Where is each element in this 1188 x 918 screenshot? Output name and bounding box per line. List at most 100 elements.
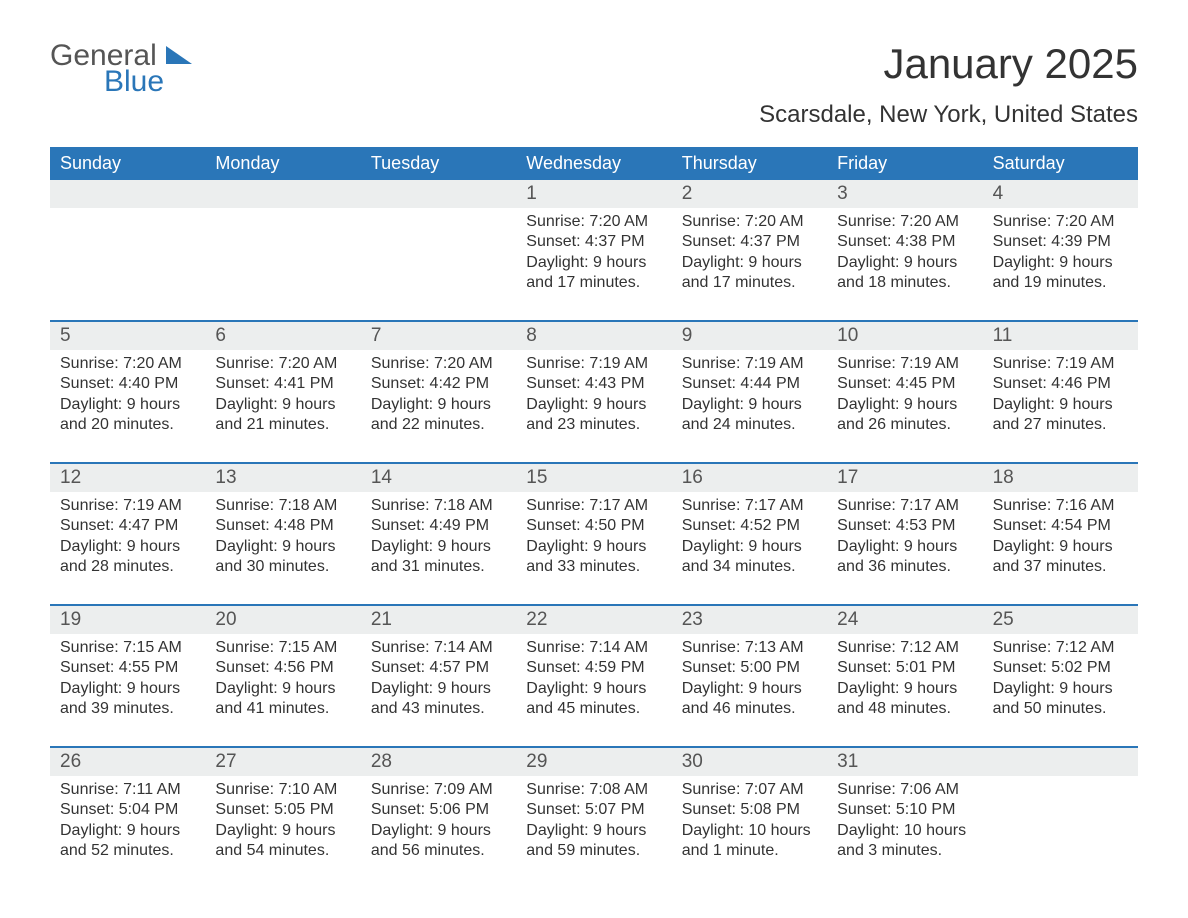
daylight-line: Daylight: 9 hours and 24 minutes. bbox=[682, 395, 817, 436]
sunrise-line: Sunrise: 7:15 AM bbox=[215, 638, 350, 658]
week-row: 12131415161718Sunrise: 7:19 AMSunset: 4:… bbox=[50, 462, 1138, 590]
daylight-line: Daylight: 10 hours and 3 minutes. bbox=[837, 821, 972, 862]
day-number: 3 bbox=[827, 180, 982, 208]
weekday-header: Tuesday bbox=[361, 147, 516, 180]
week-row: 567891011Sunrise: 7:20 AMSunset: 4:40 PM… bbox=[50, 320, 1138, 448]
sunset-line: Sunset: 4:37 PM bbox=[526, 232, 661, 252]
day-number: 31 bbox=[827, 748, 982, 776]
day-number: 15 bbox=[516, 464, 671, 492]
sunset-line: Sunset: 4:38 PM bbox=[837, 232, 972, 252]
sunrise-line: Sunrise: 7:07 AM bbox=[682, 780, 817, 800]
sunset-line: Sunset: 5:07 PM bbox=[526, 800, 661, 820]
week-row: 1234Sunrise: 7:20 AMSunset: 4:37 PMDayli… bbox=[50, 180, 1138, 306]
sunset-line: Sunset: 4:42 PM bbox=[371, 374, 506, 394]
day-number: 14 bbox=[361, 464, 516, 492]
day-cell: Sunrise: 7:19 AMSunset: 4:45 PMDaylight:… bbox=[827, 350, 982, 448]
sunrise-line: Sunrise: 7:18 AM bbox=[215, 496, 350, 516]
sunset-line: Sunset: 5:06 PM bbox=[371, 800, 506, 820]
day-number bbox=[50, 180, 205, 208]
sunrise-line: Sunrise: 7:19 AM bbox=[837, 354, 972, 374]
day-cell: Sunrise: 7:17 AMSunset: 4:53 PMDaylight:… bbox=[827, 492, 982, 590]
day-cell: Sunrise: 7:17 AMSunset: 4:50 PMDaylight:… bbox=[516, 492, 671, 590]
sunset-line: Sunset: 4:55 PM bbox=[60, 658, 195, 678]
sunrise-line: Sunrise: 7:20 AM bbox=[682, 212, 817, 232]
sunset-line: Sunset: 4:56 PM bbox=[215, 658, 350, 678]
daylight-line: Daylight: 9 hours and 46 minutes. bbox=[682, 679, 817, 720]
day-number: 1 bbox=[516, 180, 671, 208]
day-number: 23 bbox=[672, 606, 827, 634]
daylight-line: Daylight: 9 hours and 18 minutes. bbox=[837, 253, 972, 294]
flag-icon bbox=[166, 46, 192, 64]
daynum-band: 1234 bbox=[50, 180, 1138, 208]
sunrise-line: Sunrise: 7:16 AM bbox=[993, 496, 1128, 516]
sunset-line: Sunset: 4:54 PM bbox=[993, 516, 1128, 536]
sunset-line: Sunset: 4:44 PM bbox=[682, 374, 817, 394]
day-number bbox=[983, 748, 1138, 776]
sunrise-line: Sunrise: 7:08 AM bbox=[526, 780, 661, 800]
sunrise-line: Sunrise: 7:19 AM bbox=[60, 496, 195, 516]
daylight-line: Daylight: 9 hours and 45 minutes. bbox=[526, 679, 661, 720]
day-cell: Sunrise: 7:14 AMSunset: 4:59 PMDaylight:… bbox=[516, 634, 671, 732]
daylight-line: Daylight: 9 hours and 39 minutes. bbox=[60, 679, 195, 720]
day-cell: Sunrise: 7:19 AMSunset: 4:44 PMDaylight:… bbox=[672, 350, 827, 448]
day-cell: Sunrise: 7:07 AMSunset: 5:08 PMDaylight:… bbox=[672, 776, 827, 874]
sunset-line: Sunset: 5:05 PM bbox=[215, 800, 350, 820]
day-number: 8 bbox=[516, 322, 671, 350]
daynum-band: 262728293031 bbox=[50, 748, 1138, 776]
sunset-line: Sunset: 4:41 PM bbox=[215, 374, 350, 394]
daylight-line: Daylight: 9 hours and 26 minutes. bbox=[837, 395, 972, 436]
daylight-line: Daylight: 9 hours and 33 minutes. bbox=[526, 537, 661, 578]
logo: General Blue bbox=[50, 40, 192, 97]
day-number: 18 bbox=[983, 464, 1138, 492]
day-number: 9 bbox=[672, 322, 827, 350]
sunrise-line: Sunrise: 7:06 AM bbox=[837, 780, 972, 800]
day-number: 30 bbox=[672, 748, 827, 776]
sunset-line: Sunset: 4:43 PM bbox=[526, 374, 661, 394]
daylight-line: Daylight: 10 hours and 1 minute. bbox=[682, 821, 817, 862]
day-number: 4 bbox=[983, 180, 1138, 208]
sunset-line: Sunset: 4:47 PM bbox=[60, 516, 195, 536]
daylight-line: Daylight: 9 hours and 56 minutes. bbox=[371, 821, 506, 862]
daylight-line: Daylight: 9 hours and 20 minutes. bbox=[60, 395, 195, 436]
daylight-line: Daylight: 9 hours and 54 minutes. bbox=[215, 821, 350, 862]
day-cell: Sunrise: 7:09 AMSunset: 5:06 PMDaylight:… bbox=[361, 776, 516, 874]
day-number: 20 bbox=[205, 606, 360, 634]
sunrise-line: Sunrise: 7:12 AM bbox=[837, 638, 972, 658]
day-number: 10 bbox=[827, 322, 982, 350]
daylight-line: Daylight: 9 hours and 50 minutes. bbox=[993, 679, 1128, 720]
day-number: 21 bbox=[361, 606, 516, 634]
sunrise-line: Sunrise: 7:19 AM bbox=[526, 354, 661, 374]
day-cell: Sunrise: 7:11 AMSunset: 5:04 PMDaylight:… bbox=[50, 776, 205, 874]
sunset-line: Sunset: 4:53 PM bbox=[837, 516, 972, 536]
day-cell bbox=[361, 208, 516, 306]
sunset-line: Sunset: 5:00 PM bbox=[682, 658, 817, 678]
daylight-line: Daylight: 9 hours and 31 minutes. bbox=[371, 537, 506, 578]
daylight-line: Daylight: 9 hours and 17 minutes. bbox=[526, 253, 661, 294]
sunset-line: Sunset: 5:10 PM bbox=[837, 800, 972, 820]
day-number: 27 bbox=[205, 748, 360, 776]
day-number: 7 bbox=[361, 322, 516, 350]
day-cell bbox=[205, 208, 360, 306]
sunrise-line: Sunrise: 7:20 AM bbox=[371, 354, 506, 374]
week-row: 262728293031Sunrise: 7:11 AMSunset: 5:04… bbox=[50, 746, 1138, 874]
sunrise-line: Sunrise: 7:17 AM bbox=[526, 496, 661, 516]
day-number: 26 bbox=[50, 748, 205, 776]
daylight-line: Daylight: 9 hours and 48 minutes. bbox=[837, 679, 972, 720]
daylight-line: Daylight: 9 hours and 37 minutes. bbox=[993, 537, 1128, 578]
sunset-line: Sunset: 5:01 PM bbox=[837, 658, 972, 678]
day-cell: Sunrise: 7:20 AMSunset: 4:37 PMDaylight:… bbox=[516, 208, 671, 306]
calendar-grid: 1234Sunrise: 7:20 AMSunset: 4:37 PMDayli… bbox=[50, 180, 1138, 874]
day-cell: Sunrise: 7:20 AMSunset: 4:39 PMDaylight:… bbox=[983, 208, 1138, 306]
sunrise-line: Sunrise: 7:19 AM bbox=[993, 354, 1128, 374]
day-cell: Sunrise: 7:06 AMSunset: 5:10 PMDaylight:… bbox=[827, 776, 982, 874]
sunrise-line: Sunrise: 7:15 AM bbox=[60, 638, 195, 658]
daynum-band: 12131415161718 bbox=[50, 464, 1138, 492]
sunset-line: Sunset: 4:59 PM bbox=[526, 658, 661, 678]
daylight-line: Daylight: 9 hours and 34 minutes. bbox=[682, 537, 817, 578]
sunrise-line: Sunrise: 7:14 AM bbox=[371, 638, 506, 658]
day-cell: Sunrise: 7:19 AMSunset: 4:43 PMDaylight:… bbox=[516, 350, 671, 448]
sunrise-line: Sunrise: 7:10 AM bbox=[215, 780, 350, 800]
sunrise-line: Sunrise: 7:13 AM bbox=[682, 638, 817, 658]
sunrise-line: Sunrise: 7:20 AM bbox=[215, 354, 350, 374]
day-cell: Sunrise: 7:20 AMSunset: 4:37 PMDaylight:… bbox=[672, 208, 827, 306]
